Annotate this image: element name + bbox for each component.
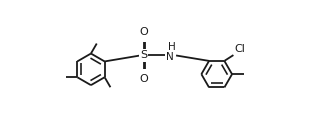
Text: N: N	[166, 52, 174, 62]
Text: S: S	[140, 50, 147, 61]
Text: O: O	[139, 74, 148, 84]
Text: Cl: Cl	[235, 44, 246, 54]
Text: H: H	[168, 42, 176, 52]
Text: O: O	[139, 27, 148, 37]
